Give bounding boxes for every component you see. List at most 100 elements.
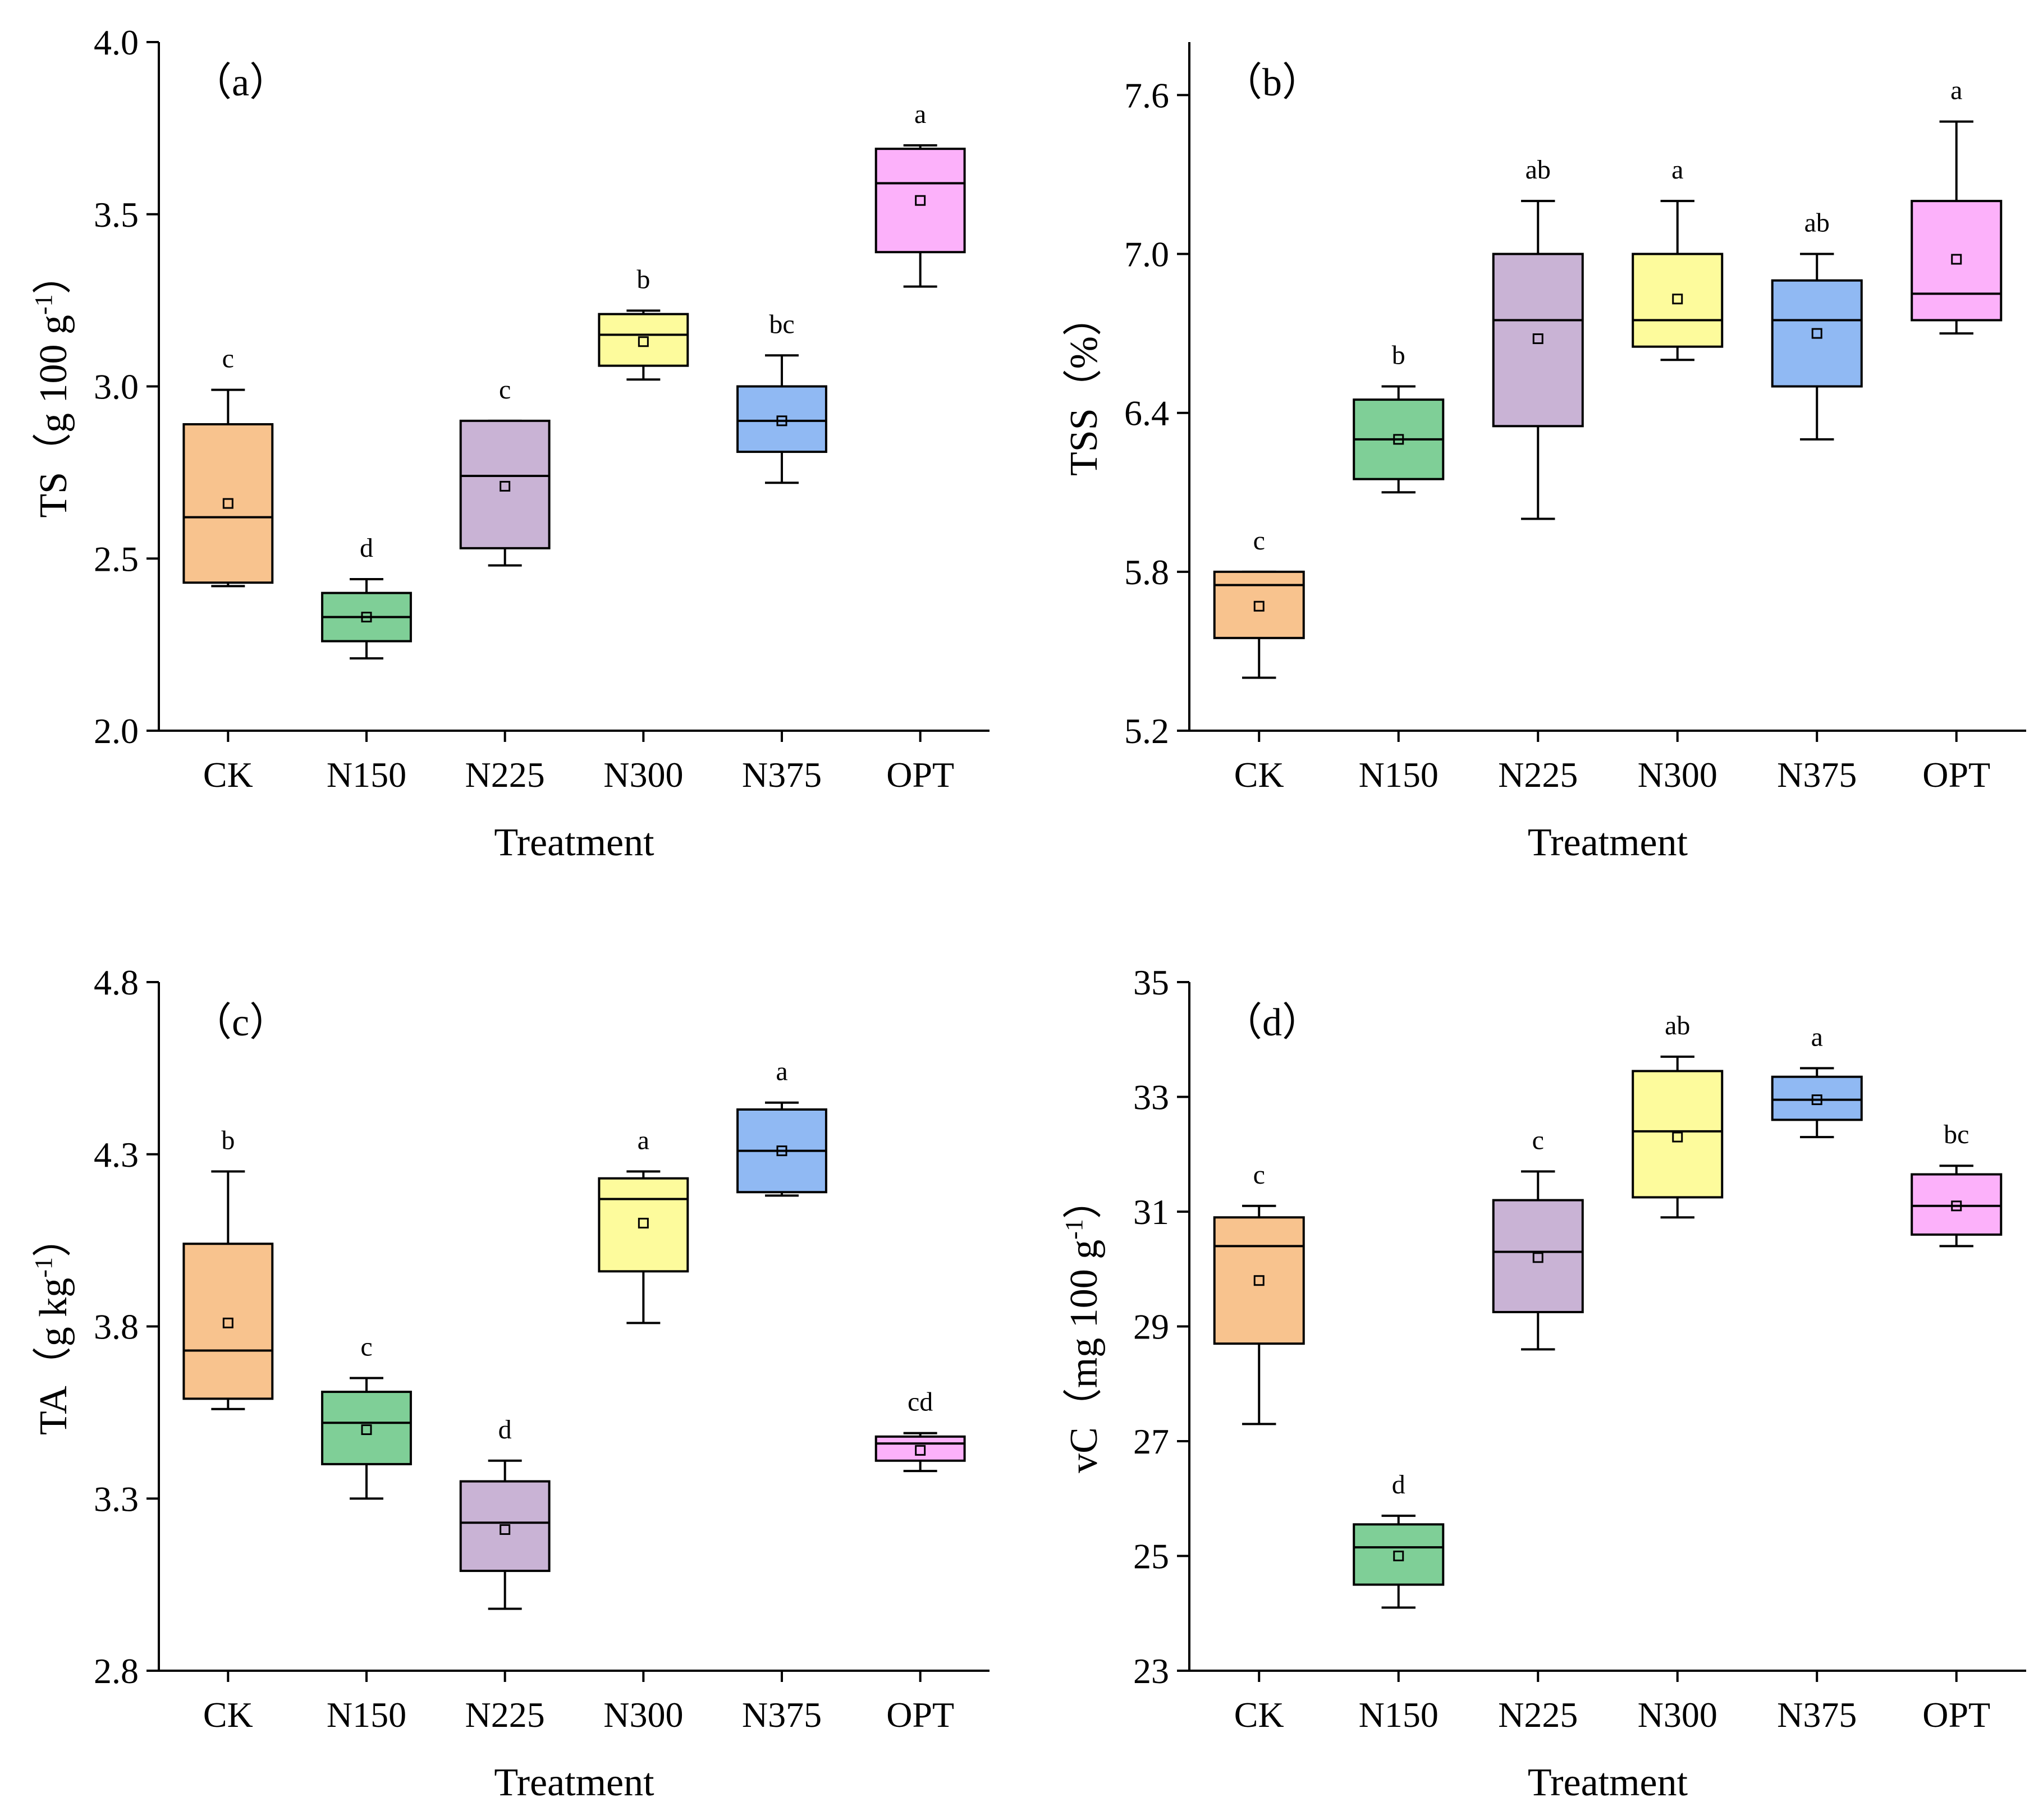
box-opt: a bbox=[1911, 76, 2003, 335]
box-iqr bbox=[459, 419, 551, 549]
box-iqr bbox=[874, 1435, 966, 1462]
y-tick-label: 3.0 bbox=[94, 367, 139, 407]
panel-label: （b） bbox=[1223, 61, 1321, 104]
significance-letter: cd bbox=[908, 1387, 933, 1417]
x-axis-title: Treatment bbox=[1528, 821, 1688, 864]
box-ck: c bbox=[1213, 1160, 1305, 1425]
x-axis-title: Treatment bbox=[1528, 1761, 1688, 1804]
mean-marker bbox=[915, 195, 926, 206]
mean-marker bbox=[1253, 1275, 1265, 1286]
mean-marker bbox=[222, 1317, 233, 1328]
x-tick-label-ck: CK bbox=[203, 755, 253, 795]
panel-label: （a） bbox=[193, 61, 288, 104]
significance-letter: ab bbox=[1665, 1011, 1690, 1040]
mean-marker bbox=[915, 1445, 926, 1456]
box-iqr bbox=[182, 1243, 274, 1400]
box-opt: bc bbox=[1911, 1120, 2003, 1248]
y-tick-label: 5.8 bbox=[1124, 552, 1169, 592]
y-tick-label: 7.0 bbox=[1124, 235, 1169, 274]
significance-letter: ab bbox=[1804, 208, 1830, 238]
y-axis-title: TS（g 100 g-1） bbox=[30, 255, 75, 517]
box-ck: b bbox=[182, 1125, 274, 1410]
box-iqr bbox=[598, 1177, 689, 1273]
box-n300: a bbox=[598, 1125, 689, 1324]
significance-letter: a bbox=[776, 1057, 787, 1087]
box-iqr bbox=[874, 148, 966, 254]
y-tick-label: 29 bbox=[1133, 1307, 1169, 1347]
x-tick-label-n300: N300 bbox=[1638, 755, 1717, 795]
box-iqr bbox=[182, 423, 274, 584]
box-ck: c bbox=[182, 344, 274, 588]
y-tick-label: 23 bbox=[1133, 1651, 1169, 1691]
box-iqr bbox=[1213, 570, 1305, 639]
x-axis-title: Treatment bbox=[494, 1761, 654, 1804]
x-tick-label-opt: OPT bbox=[1922, 1695, 1990, 1735]
box-n375: ab bbox=[1771, 208, 1863, 441]
mean-marker bbox=[776, 1145, 787, 1157]
significance-letter: bc bbox=[769, 309, 794, 339]
significance-letter: c bbox=[222, 344, 234, 374]
x-tick-label-n225: N225 bbox=[1498, 755, 1578, 795]
box-n150: d bbox=[321, 533, 412, 660]
mean-marker bbox=[500, 1524, 511, 1535]
x-tick-label-n225: N225 bbox=[465, 1695, 545, 1735]
mean-marker bbox=[1811, 328, 1822, 339]
x-tick-label-n150: N150 bbox=[327, 755, 406, 795]
box-n300: ab bbox=[1632, 1011, 1724, 1219]
x-tick-label-n150: N150 bbox=[327, 1695, 406, 1735]
box-n225: c bbox=[1492, 1125, 1584, 1351]
mean-marker bbox=[222, 498, 233, 509]
x-tick-label-n300: N300 bbox=[603, 755, 683, 795]
box-opt: a bbox=[874, 99, 966, 288]
y-axis-title: TSS（%） bbox=[1062, 297, 1106, 476]
box-iqr bbox=[1213, 1216, 1305, 1345]
x-tick-label-opt: OPT bbox=[886, 755, 954, 795]
y-tick-label: 33 bbox=[1133, 1078, 1169, 1117]
significance-letter: c bbox=[1253, 1160, 1265, 1190]
x-tick-label-n375: N375 bbox=[1777, 755, 1857, 795]
significance-letter: a bbox=[1811, 1022, 1823, 1052]
x-tick-label-opt: OPT bbox=[886, 1695, 954, 1735]
y-tick-label: 2.5 bbox=[94, 539, 139, 579]
y-tick-label: 25 bbox=[1133, 1537, 1169, 1576]
box-n225: ab bbox=[1492, 155, 1584, 520]
mean-marker bbox=[1672, 294, 1683, 305]
mean-marker bbox=[776, 415, 787, 427]
mean-marker bbox=[1532, 333, 1543, 345]
box-n150: d bbox=[1353, 1470, 1445, 1609]
x-tick-label-n150: N150 bbox=[1359, 1695, 1439, 1735]
box-n300: a bbox=[1632, 155, 1724, 361]
chart-panel-c: 2.8 3.3 3.8 4.3 4.8 CK N150 N225 N300 N375 OPT Trea… bbox=[30, 962, 990, 1804]
x-tick-label-opt: OPT bbox=[1922, 755, 1990, 795]
x-tick-label-ck: CK bbox=[1234, 1695, 1284, 1735]
box-iqr bbox=[1771, 1075, 1863, 1121]
box-n225: c bbox=[459, 375, 551, 567]
significance-letter: d bbox=[498, 1415, 512, 1445]
mean-marker bbox=[638, 336, 649, 347]
significance-letter: c bbox=[499, 375, 511, 405]
box-iqr bbox=[1911, 1173, 2003, 1236]
box-iqr bbox=[1492, 1199, 1584, 1313]
box-iqr bbox=[736, 385, 827, 453]
mean-marker bbox=[1672, 1131, 1683, 1143]
chart-panel-b: 5.2 5.8 6.4 7.0 7.6 CK N150 N225 N300 N375 OPT Trea… bbox=[1062, 42, 2026, 864]
box-iqr bbox=[1771, 279, 1863, 388]
y-tick-label: 31 bbox=[1133, 1192, 1169, 1232]
box-iqr bbox=[1353, 1523, 1445, 1586]
chart-panel-d: 23 25 27 29 31 33 35 CK N150 N225 N300 N375 OPT Treat… bbox=[1060, 962, 2026, 1804]
mean-marker bbox=[1393, 1551, 1404, 1561]
significance-letter: ab bbox=[1526, 155, 1551, 185]
significance-letter: a bbox=[638, 1125, 649, 1155]
x-tick-label-n150: N150 bbox=[1359, 755, 1439, 795]
x-tick-label-ck: CK bbox=[1234, 755, 1284, 795]
mean-marker bbox=[1951, 1200, 1962, 1212]
mean-marker bbox=[361, 1424, 372, 1436]
box-n225: d bbox=[459, 1415, 551, 1610]
significance-letter: b bbox=[1392, 341, 1405, 370]
y-tick-label: 4.0 bbox=[94, 22, 139, 62]
x-tick-label-n225: N225 bbox=[1498, 1695, 1578, 1735]
y-tick-label: 5.2 bbox=[1124, 711, 1169, 751]
box-ck: c bbox=[1213, 526, 1305, 679]
mean-marker bbox=[361, 612, 372, 623]
